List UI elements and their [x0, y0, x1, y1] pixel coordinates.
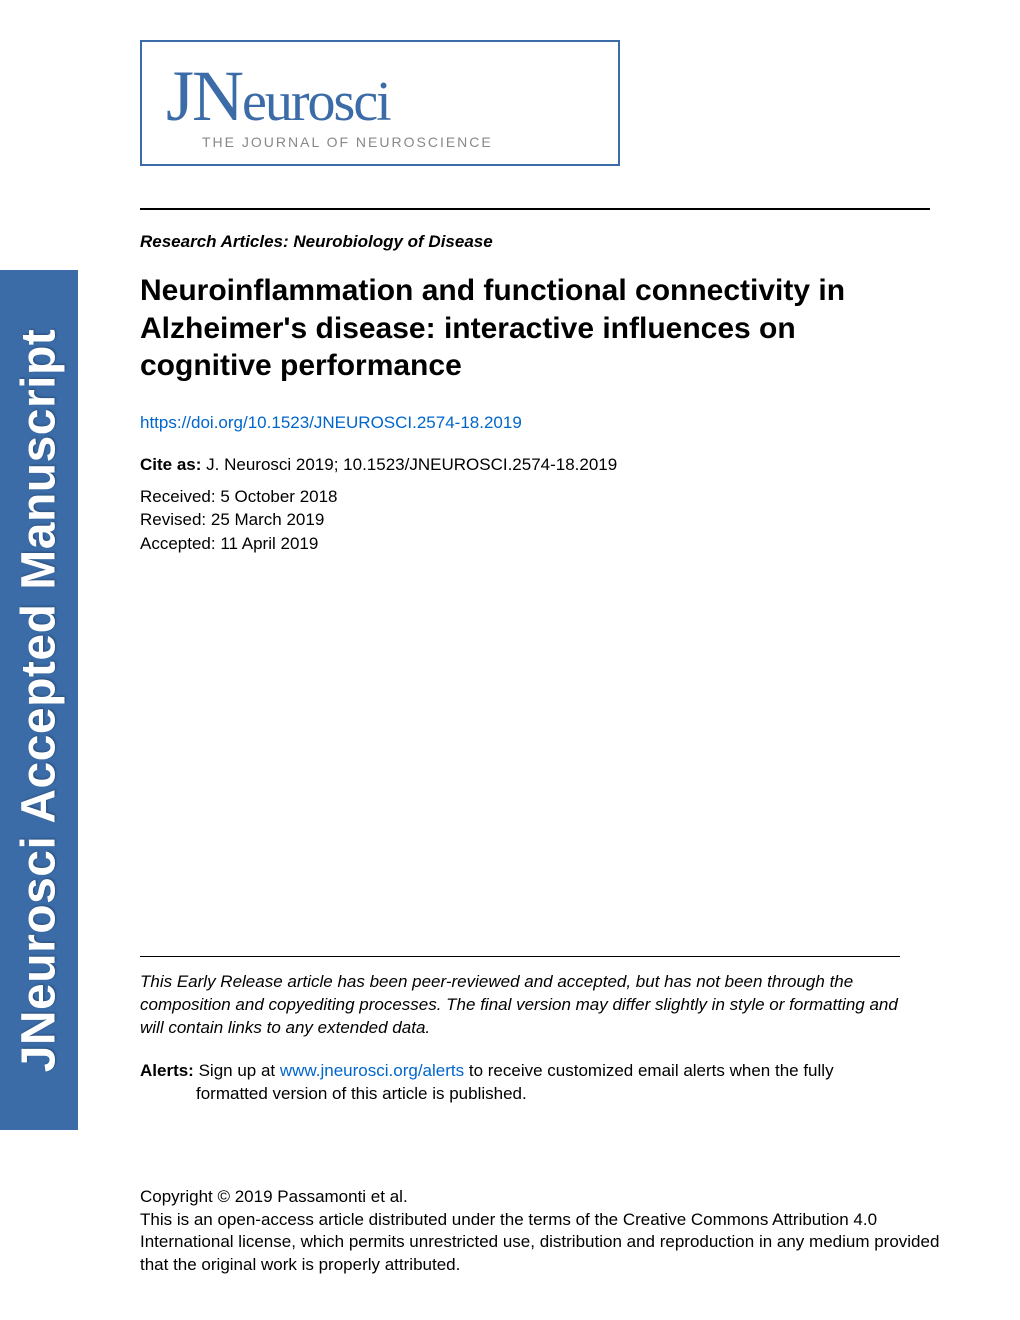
accepted-manuscript-banner: JNeurosci Accepted Manuscript — [0, 270, 78, 1130]
alerts-pre: Sign up at — [194, 1061, 280, 1080]
article-title: Neuroinflammation and functional connect… — [140, 272, 930, 385]
date-revised: Revised: 25 March 2019 — [140, 508, 930, 532]
alerts-block: Alerts: Sign up at www.jneurosci.org/ale… — [140, 1060, 900, 1106]
alerts-post2: formatted version of this article is pub… — [196, 1083, 900, 1106]
cite-label: Cite as: — [140, 455, 201, 474]
copyright-block: Copyright © 2019 Passamonti et al. This … — [140, 1186, 940, 1278]
main-content: JNeurosci THE JOURNAL OF NEUROSCIENCE Re… — [140, 40, 930, 1277]
alerts-post1: to receive customized email alerts when … — [464, 1061, 833, 1080]
alerts-label: Alerts: — [140, 1061, 194, 1080]
logo-main: JNeurosci — [166, 60, 594, 132]
divider-top — [140, 208, 930, 210]
copyright-line1: Copyright © 2019 Passamonti et al. — [140, 1186, 940, 1209]
divider-mid — [140, 956, 900, 957]
journal-logo: JNeurosci THE JOURNAL OF NEUROSCIENCE — [140, 40, 620, 166]
cite-text: J. Neurosci 2019; 10.1523/JNEUROSCI.2574… — [201, 455, 617, 474]
logo-subtitle: THE JOURNAL OF NEUROSCIENCE — [202, 134, 594, 150]
date-accepted: Accepted: 11 April 2019 — [140, 532, 930, 556]
publication-dates: Received: 5 October 2018 Revised: 25 Mar… — [140, 485, 930, 556]
section-label: Research Articles: Neurobiology of Disea… — [140, 232, 930, 252]
copyright-line2: This is an open-access article distribut… — [140, 1209, 940, 1278]
doi-link[interactable]: https://doi.org/10.1523/JNEUROSCI.2574-1… — [140, 413, 930, 433]
alerts-link[interactable]: www.jneurosci.org/alerts — [280, 1061, 464, 1080]
early-release-notice: This Early Release article has been peer… — [140, 971, 900, 1040]
cite-as: Cite as: J. Neurosci 2019; 10.1523/JNEUR… — [140, 455, 930, 475]
sidebar-text: JNeurosci Accepted Manuscript — [12, 328, 67, 1072]
date-received: Received: 5 October 2018 — [140, 485, 930, 509]
